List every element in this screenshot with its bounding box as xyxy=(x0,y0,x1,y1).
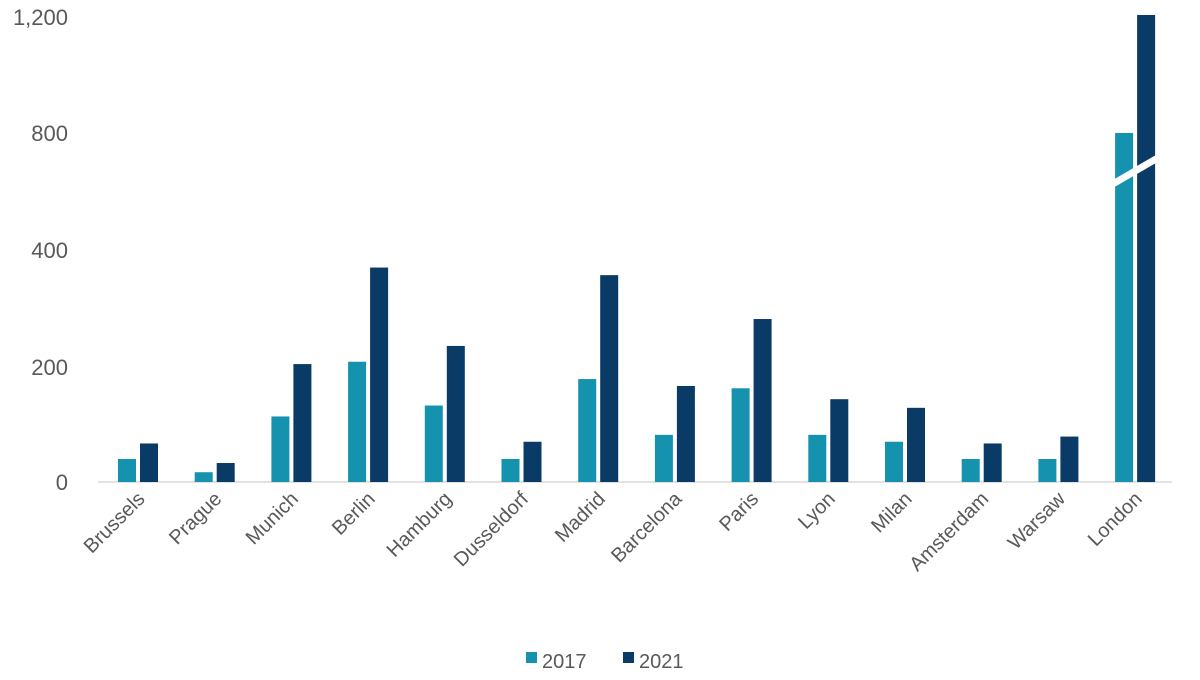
bar-munich-2021 xyxy=(293,364,312,482)
x-tick-label: Madrid xyxy=(551,488,610,547)
bar-barcelona-2017 xyxy=(654,434,673,482)
bar-prague-2017 xyxy=(194,472,213,482)
x-tick-label: London xyxy=(1084,488,1147,551)
x-tick-label: Hamburg xyxy=(383,488,457,562)
bar-milan-2017 xyxy=(885,441,903,482)
legend-label-2017: 2017 xyxy=(542,651,587,673)
bar-warsaw-2017 xyxy=(1038,459,1057,482)
bar-amsterdam-2021 xyxy=(983,443,1002,482)
x-tick-label: Warsaw xyxy=(1004,488,1070,554)
bar-barcelona-2021 xyxy=(676,385,695,482)
bar-berlin-2021 xyxy=(370,267,389,482)
x-tick-label: Prague xyxy=(165,488,226,549)
bar-london-2021 xyxy=(1137,15,1156,482)
y-tick-label: 0 xyxy=(56,470,68,495)
bar-hamburg-2021 xyxy=(446,345,465,482)
bar-amsterdam-2017 xyxy=(961,459,980,482)
y-axis: 0 200 400 800 1,200 xyxy=(13,5,68,495)
bar-lyon-2021 xyxy=(830,399,849,482)
x-tick-label: Brussels xyxy=(80,488,150,558)
x-tick-label: Barcelona xyxy=(607,487,687,567)
x-tick-label: Lyon xyxy=(794,488,840,534)
bar-dusseldorf-2017 xyxy=(501,459,520,482)
bar-brussels-2021 xyxy=(140,443,158,482)
x-tick-label: Berlin xyxy=(328,488,380,540)
bar-munich-2017 xyxy=(271,416,290,482)
legend: 2017 2021 xyxy=(526,651,684,673)
bar-dusseldorf-2021 xyxy=(523,441,542,482)
x-tick-label: Amsterdam xyxy=(905,488,993,576)
legend-swatch-2017 xyxy=(526,652,537,663)
legend-swatch-2021 xyxy=(623,652,634,663)
bar-madrid-2017 xyxy=(578,379,597,482)
y-tick-label: 800 xyxy=(31,121,68,146)
x-tick-label: Milan xyxy=(867,488,916,537)
x-tick-label: Dusseldorf xyxy=(450,488,533,571)
axis-break-mark xyxy=(1111,152,1162,189)
bar-brussels-2017 xyxy=(118,459,136,482)
x-tick-label: Paris xyxy=(715,488,763,536)
bar-lyon-2017 xyxy=(808,434,827,482)
x-axis: Brussels Prague Munich Berlin HamburgDusseld… xyxy=(80,487,1147,575)
y-tick-label: 1,200 xyxy=(13,5,68,30)
bar-london-2017 xyxy=(1115,133,1134,482)
bar-paris-2017 xyxy=(731,388,750,482)
bar-berlin-2017 xyxy=(348,361,367,482)
bar-paris-2021 xyxy=(753,319,772,482)
y-tick-label: 400 xyxy=(31,238,68,263)
bar-madrid-2021 xyxy=(600,275,619,482)
bars xyxy=(118,15,1162,482)
bar-warsaw-2021 xyxy=(1060,436,1079,482)
bar-milan-2021 xyxy=(907,407,925,482)
y-tick-label: 200 xyxy=(31,355,68,380)
bar-hamburg-2017 xyxy=(424,405,443,482)
x-tick-label: Munich xyxy=(242,488,303,549)
bar-prague-2021 xyxy=(216,463,235,482)
legend-label-2021: 2021 xyxy=(639,651,684,673)
